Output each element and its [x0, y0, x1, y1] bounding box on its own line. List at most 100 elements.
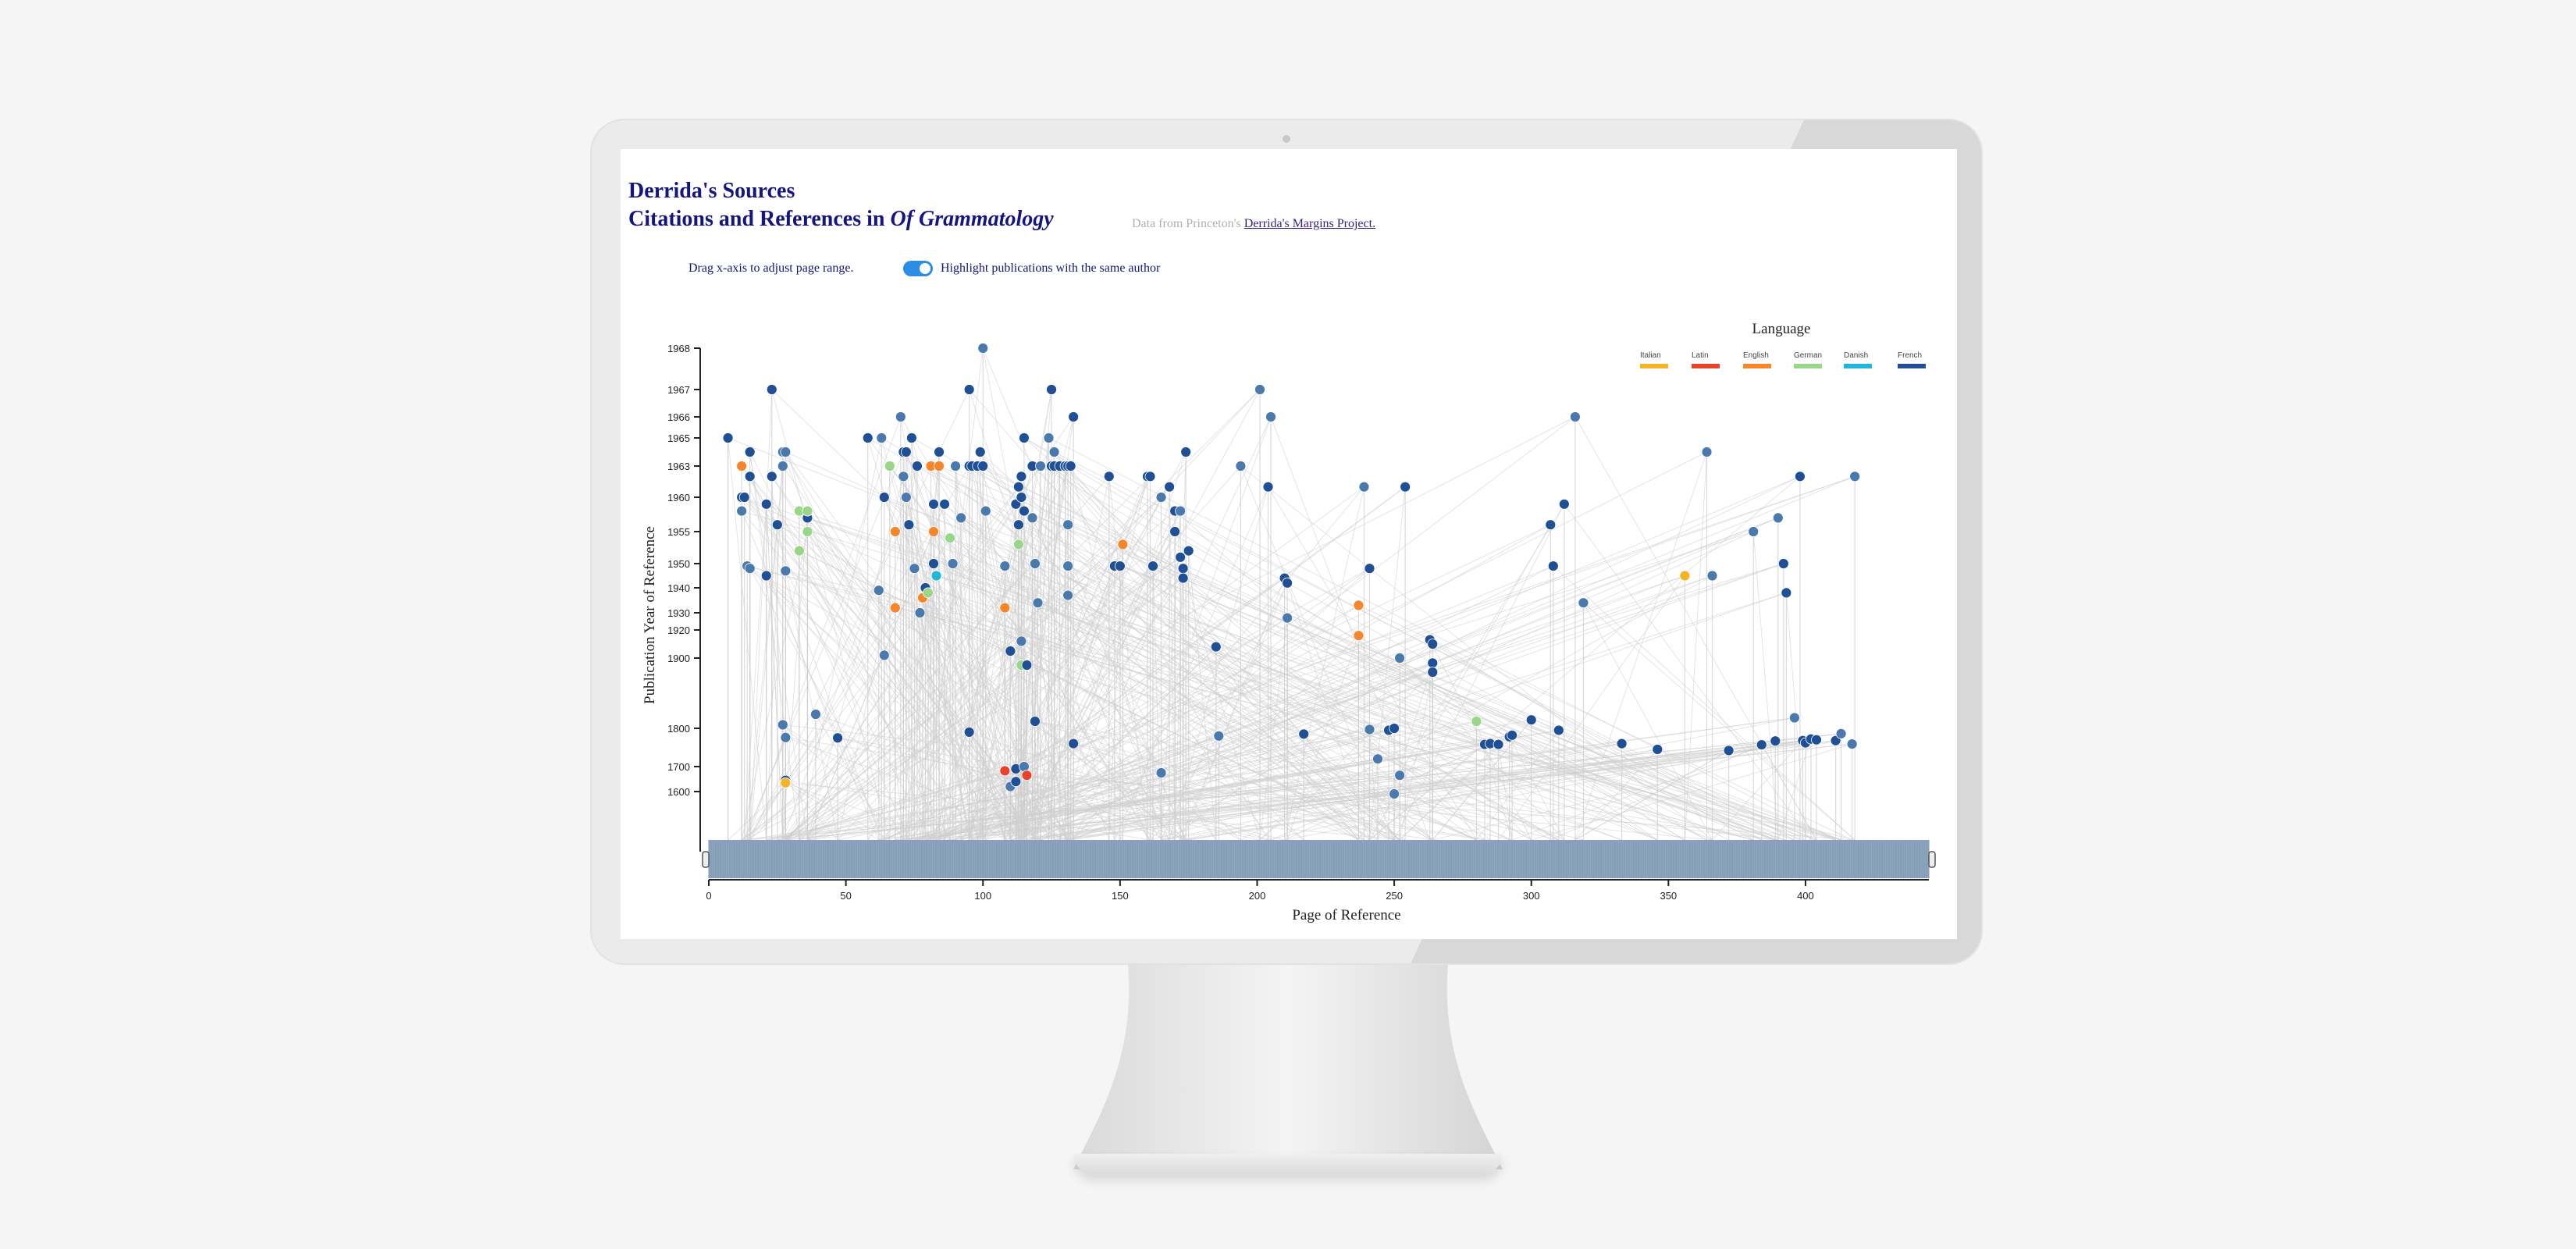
link-line	[938, 517, 1778, 841]
data-point	[963, 384, 975, 395]
link-line	[977, 568, 1370, 841]
book-title: Of Grammatology	[890, 207, 1054, 231]
data-point	[1117, 539, 1129, 550]
link-line	[1023, 437, 1754, 841]
link-line	[1564, 504, 1812, 841]
link-line	[744, 451, 904, 841]
link-line	[1119, 565, 1776, 841]
data-point	[903, 519, 915, 531]
data-point	[1175, 551, 1187, 563]
data-point	[1026, 512, 1038, 524]
link-line	[972, 742, 1806, 841]
y-tick-label: 1960	[667, 492, 690, 504]
highlight-toggle[interactable]	[903, 261, 933, 276]
link-line	[741, 465, 882, 841]
link-line	[1054, 451, 1359, 841]
data-point	[780, 777, 792, 788]
data-point	[999, 560, 1011, 572]
link-line	[1161, 496, 1532, 841]
link-line	[933, 607, 1005, 841]
legend: Italian Latin English German Danish French	[1640, 351, 1926, 368]
data-point	[914, 607, 926, 618]
data-point	[780, 565, 792, 577]
data-point	[1525, 714, 1537, 726]
data-point	[900, 492, 912, 503]
data-point	[1364, 724, 1375, 735]
x-tick-label: 400	[1797, 890, 1814, 902]
data-point	[1019, 505, 1030, 517]
data-point	[934, 447, 945, 457]
data-point	[1394, 653, 1406, 664]
link-line	[983, 465, 1707, 841]
link-line	[1073, 531, 1754, 841]
link-line	[922, 451, 940, 841]
link-line	[785, 568, 1183, 841]
data-point	[930, 570, 942, 582]
source-link[interactable]: Derrida's Margins Project.	[1244, 217, 1376, 230]
link-line	[920, 729, 1559, 841]
link-line	[878, 563, 1784, 841]
link-line	[1432, 740, 1836, 841]
x-tick-label: 250	[1386, 890, 1403, 902]
link-line	[741, 544, 1123, 841]
link-line	[1358, 604, 1852, 841]
page-subtitle: Citations and References in Of Grammatol…	[628, 207, 1054, 232]
data-point	[777, 719, 788, 731]
link-line	[749, 607, 896, 841]
data-point	[1265, 411, 1276, 422]
y-axis: 1600 1700 1800 1900 1920 1930 1940 1950 1955 1960…	[667, 343, 701, 852]
y-tick-label: 1920	[667, 624, 690, 636]
data-point	[832, 732, 843, 744]
data-point	[744, 447, 756, 457]
link-line	[878, 717, 1795, 841]
page-title: Derrida's Sources	[628, 179, 795, 203]
data-point	[1545, 519, 1557, 531]
data-point	[889, 602, 901, 614]
link-line	[799, 437, 882, 841]
link-line	[1186, 739, 1817, 841]
data-point	[1210, 641, 1222, 653]
data-point	[1570, 411, 1581, 422]
link-line	[933, 643, 1433, 841]
link-line	[785, 475, 1151, 841]
data-point	[1254, 384, 1265, 395]
link-line	[1040, 662, 1433, 841]
x-tick-label: 150	[1112, 890, 1129, 902]
link-line	[749, 389, 773, 841]
data-point	[794, 545, 805, 557]
link-line	[1531, 743, 1852, 841]
link-line	[982, 524, 1551, 841]
data-point	[1748, 526, 1759, 537]
data-point	[1358, 481, 1370, 493]
x-tick-label: 100	[974, 890, 991, 902]
x-axis[interactable]: 0 50 100 150 200 250 300 350 400	[706, 879, 1929, 902]
link-line	[799, 550, 1022, 841]
legend-label: Danish	[1844, 351, 1868, 360]
data-point	[999, 765, 1011, 777]
data-point	[1169, 526, 1181, 537]
data-point	[1701, 447, 1713, 457]
data-point	[1427, 657, 1439, 669]
data-point	[1400, 481, 1411, 493]
legend-label: Italian	[1640, 351, 1661, 360]
link-line	[1399, 736, 1510, 841]
data-point	[999, 602, 1011, 614]
link-line	[1368, 729, 1379, 841]
x-axis-label: Page of Reference	[1292, 907, 1400, 923]
link-line	[952, 517, 1779, 841]
data-point	[906, 432, 917, 443]
data-point	[1177, 572, 1189, 584]
data-point	[1372, 753, 1383, 765]
data-point	[1030, 716, 1041, 727]
data-point	[1471, 716, 1482, 727]
data-point	[1652, 744, 1663, 755]
link-line	[1476, 730, 1560, 841]
link-line	[878, 590, 904, 841]
data-point	[1781, 587, 1792, 599]
link-line	[1574, 451, 1707, 841]
link-line	[1034, 476, 1110, 841]
page-range-brush[interactable]	[702, 840, 1936, 878]
link-line	[807, 721, 1477, 841]
link-line	[1070, 568, 1370, 841]
data-point	[1770, 735, 1781, 747]
